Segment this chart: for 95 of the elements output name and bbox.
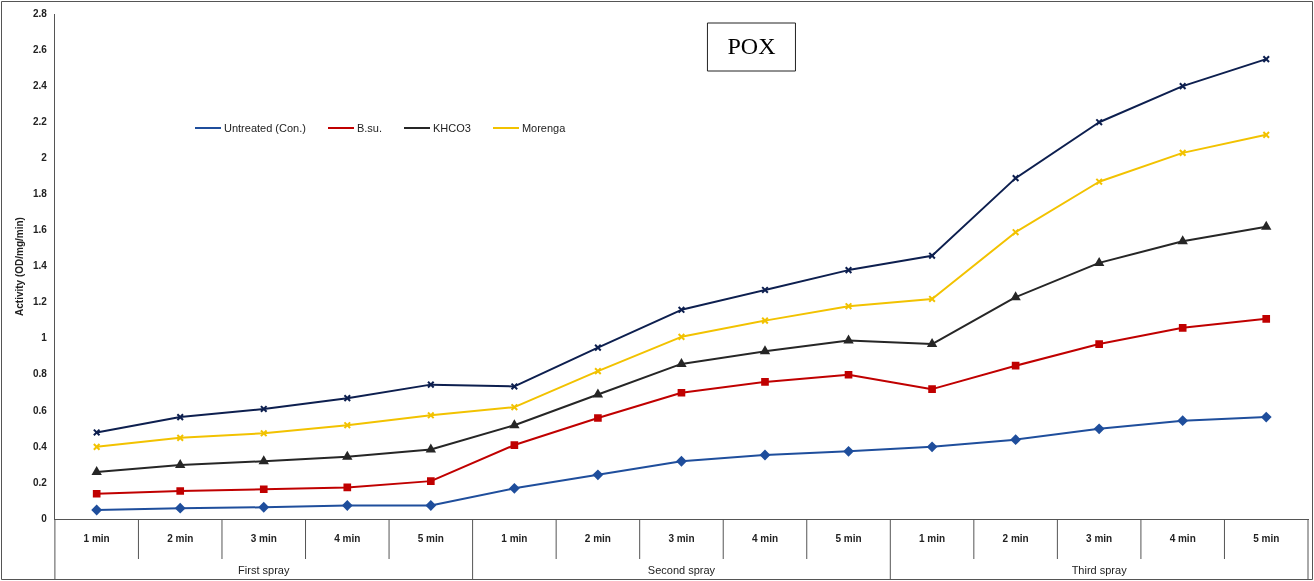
point xyxy=(844,335,853,344)
y-tick-label: 1 xyxy=(41,332,48,344)
y-tick-label: 2.4 xyxy=(33,79,48,91)
x-tick-label: 2 min xyxy=(167,532,194,544)
point xyxy=(593,389,603,398)
x-tick-label: 1 min xyxy=(83,532,110,544)
x-tick-label: 3 min xyxy=(250,532,277,544)
y-tick-label: 0.2 xyxy=(33,476,48,488)
point xyxy=(761,316,769,325)
point xyxy=(1094,423,1105,434)
text: First spray xyxy=(238,564,290,577)
y-tick-label: 2.6 xyxy=(33,43,48,55)
y-tick-label: 2.2 xyxy=(33,115,48,127)
point xyxy=(510,382,519,391)
y-tick-label: 1.8 xyxy=(33,188,48,200)
point xyxy=(92,489,101,498)
point xyxy=(1011,361,1020,370)
x-tick-label: 5 min xyxy=(1253,532,1280,544)
point xyxy=(175,459,185,468)
y-axis-title: Activity (OD/mg/min) xyxy=(13,217,25,316)
x-tick-label: 1 min xyxy=(919,532,946,544)
point xyxy=(427,477,435,485)
point xyxy=(1094,257,1104,266)
point xyxy=(91,504,102,515)
point xyxy=(425,500,436,511)
point xyxy=(259,485,268,494)
x-tick-label: 2 min xyxy=(1002,532,1029,544)
y-tick-label: 0 xyxy=(41,512,48,524)
x-tick-label: 2 min xyxy=(584,532,611,544)
point xyxy=(843,446,854,457)
point xyxy=(1011,228,1020,237)
point xyxy=(92,428,101,437)
point xyxy=(760,346,770,355)
point xyxy=(1011,292,1021,301)
legend-label: B.su. xyxy=(356,122,383,134)
point xyxy=(677,333,686,341)
point xyxy=(927,441,938,452)
point xyxy=(927,339,937,348)
point xyxy=(1178,323,1187,332)
point xyxy=(761,378,769,386)
y-tick-label: 1.2 xyxy=(33,296,48,308)
point xyxy=(176,434,185,442)
legend-label: Untreated (Con.) xyxy=(224,122,306,134)
point xyxy=(342,451,352,460)
point xyxy=(676,358,686,367)
point xyxy=(928,385,936,393)
point xyxy=(1095,118,1103,127)
y-tick-label: 0.8 xyxy=(33,368,48,380)
point xyxy=(509,483,520,494)
point xyxy=(509,420,519,429)
point xyxy=(1010,434,1021,445)
point xyxy=(343,483,352,492)
point xyxy=(1262,131,1271,139)
point xyxy=(175,503,186,514)
point xyxy=(592,469,603,480)
y-tick-label: 0.4 xyxy=(33,440,48,452)
x-tick-label: 3 min xyxy=(668,532,695,544)
point xyxy=(677,388,686,397)
x-tick-label: 1 min xyxy=(501,532,528,544)
y-tick-label: 1.6 xyxy=(33,224,48,236)
point xyxy=(176,487,185,495)
point xyxy=(258,502,269,513)
y-tick-label: 2.8 xyxy=(33,7,48,19)
point xyxy=(1261,412,1272,423)
point xyxy=(1178,236,1188,245)
point xyxy=(677,305,686,314)
text: Third spray xyxy=(1071,564,1128,577)
point xyxy=(1095,340,1103,348)
point xyxy=(594,414,602,422)
point xyxy=(844,302,853,311)
point xyxy=(759,449,770,460)
point xyxy=(1177,415,1188,426)
y-tick-label: 1.4 xyxy=(33,260,48,272)
x-tick-label: 3 min xyxy=(1086,532,1113,544)
x-tick-label: 4 min xyxy=(751,532,779,544)
y-tick-label: 2 xyxy=(41,152,48,164)
legend-label: Morenga xyxy=(521,122,566,134)
x-tick-label: 4 min xyxy=(334,532,361,544)
x-tick-label: 5 min xyxy=(417,532,444,544)
x-tick-label: 4 min xyxy=(1169,532,1196,544)
point xyxy=(928,251,936,260)
point xyxy=(1261,221,1271,230)
point xyxy=(92,467,102,476)
y-tick-label: 0.6 xyxy=(33,404,48,416)
point xyxy=(342,500,353,511)
x-tick-label: 5 min xyxy=(835,532,862,544)
legend-label: KHCO3 xyxy=(433,122,471,134)
text: POX xyxy=(727,33,776,60)
point xyxy=(259,456,269,465)
point xyxy=(844,370,853,379)
point xyxy=(426,444,436,453)
point xyxy=(1262,314,1271,323)
point xyxy=(676,456,687,467)
point xyxy=(510,441,519,449)
text: Second spray xyxy=(647,564,716,577)
